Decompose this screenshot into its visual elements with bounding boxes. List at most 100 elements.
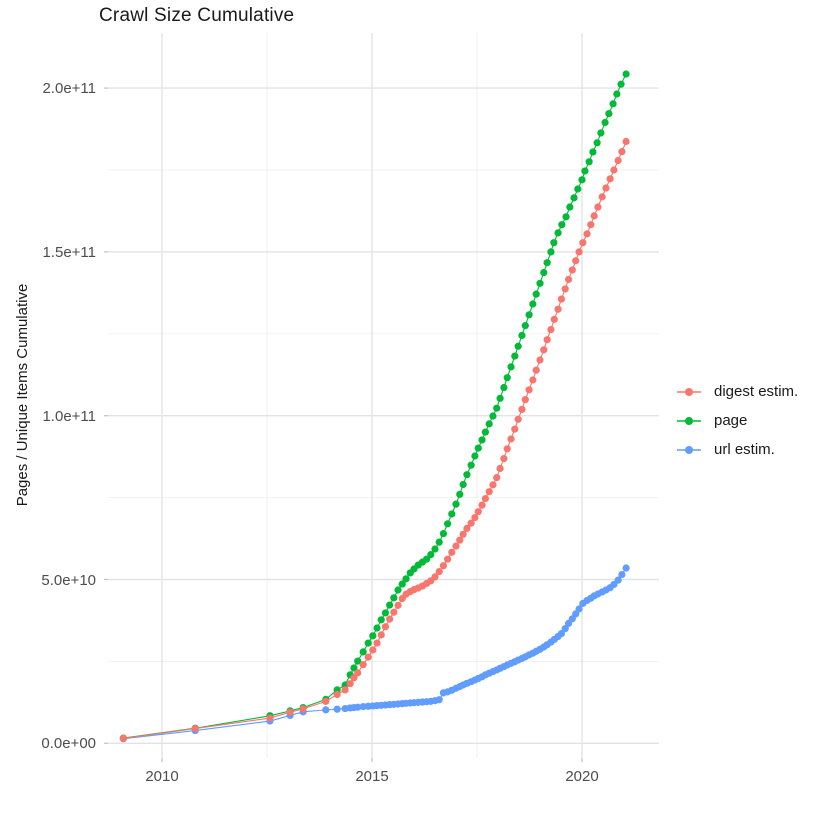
data-point (532, 290, 540, 298)
data-point (452, 500, 460, 508)
data-point (496, 464, 504, 473)
data-point (467, 519, 475, 527)
data-point (561, 285, 569, 293)
data-point (390, 594, 398, 602)
data-point (606, 175, 614, 183)
data-point (333, 690, 341, 699)
data-point (536, 356, 544, 364)
data-point (589, 148, 597, 156)
data-point (427, 551, 435, 559)
data-point (564, 275, 573, 284)
data-point (333, 705, 341, 713)
data-point (359, 661, 367, 669)
y-axis-tick-label: 1.0e+11 (42, 407, 96, 425)
data-point (503, 374, 511, 382)
data-point (598, 193, 606, 201)
data-point (386, 601, 394, 609)
data-point (467, 461, 475, 469)
data-point (507, 435, 515, 443)
data-point (601, 118, 609, 127)
data-point (493, 474, 501, 482)
data-point (570, 194, 578, 202)
data-point (119, 734, 127, 742)
legend-key-icon (677, 445, 701, 454)
data-point (609, 100, 617, 108)
data-point (561, 625, 569, 633)
data-point (503, 445, 511, 453)
series-url-estim (119, 564, 630, 743)
data-point (511, 425, 519, 433)
data-point (521, 322, 529, 330)
data-point (435, 538, 443, 546)
legend-label: digest estim. (714, 383, 799, 400)
data-point (266, 714, 274, 722)
data-point (359, 648, 367, 656)
y-axis-tick-label: 0.0e+00 (41, 735, 96, 753)
data-point (594, 203, 602, 211)
data-point (452, 542, 460, 550)
data-point (511, 352, 519, 360)
data-point (543, 259, 551, 267)
data-point (536, 279, 544, 287)
data-point (390, 608, 398, 616)
data-point (286, 708, 294, 716)
legend-item-digest: digest estim. (676, 377, 798, 406)
data-point (489, 481, 497, 489)
data-point (377, 616, 385, 624)
data-point (572, 257, 580, 265)
data-point (478, 501, 486, 509)
data-point (496, 394, 504, 402)
data-point (456, 490, 464, 498)
data-point (394, 586, 402, 594)
data-point (585, 158, 593, 166)
data-point (602, 184, 610, 192)
data-point (394, 601, 402, 609)
data-point (402, 575, 410, 583)
y-axis-tick-label: 2.0e+11 (42, 80, 96, 98)
data-point (364, 639, 372, 647)
y-axis-tick-label: 5.0e+10 (41, 571, 96, 589)
legend-key-icon (677, 387, 701, 396)
data-point (448, 510, 456, 518)
series-page (119, 70, 630, 742)
data-point (299, 705, 307, 713)
data-point (191, 724, 199, 733)
data-point (618, 570, 626, 579)
data-point (557, 295, 566, 303)
data-point (485, 420, 493, 428)
data-point (448, 548, 456, 556)
data-point (507, 363, 515, 371)
data-point (459, 530, 467, 538)
data-point (485, 488, 493, 496)
data-point (354, 703, 362, 711)
data-point (575, 605, 583, 613)
data-point (456, 536, 464, 544)
data-point (568, 266, 576, 274)
data-point (540, 268, 548, 277)
data-point (554, 229, 562, 237)
data-point (581, 167, 589, 175)
data-point (474, 444, 482, 452)
data-point (613, 90, 621, 98)
data-point (547, 248, 555, 256)
data-point (373, 624, 381, 632)
data-point (369, 646, 377, 654)
axis-ticks (104, 87, 583, 762)
data-point (574, 185, 582, 193)
data-point (622, 564, 630, 572)
data-point (579, 239, 587, 247)
data-point (605, 110, 613, 118)
data-point (525, 386, 533, 394)
data-point (554, 305, 562, 313)
data-point (386, 615, 394, 623)
data-point (459, 480, 467, 489)
data-point (590, 212, 598, 220)
gridlines-major (108, 33, 659, 758)
data-point (463, 471, 471, 479)
data-point (435, 568, 443, 576)
legend-label: page (714, 412, 748, 429)
data-point (322, 697, 330, 705)
chart-title: Crawl Size Cumulative (99, 5, 295, 26)
data-point (566, 203, 574, 211)
